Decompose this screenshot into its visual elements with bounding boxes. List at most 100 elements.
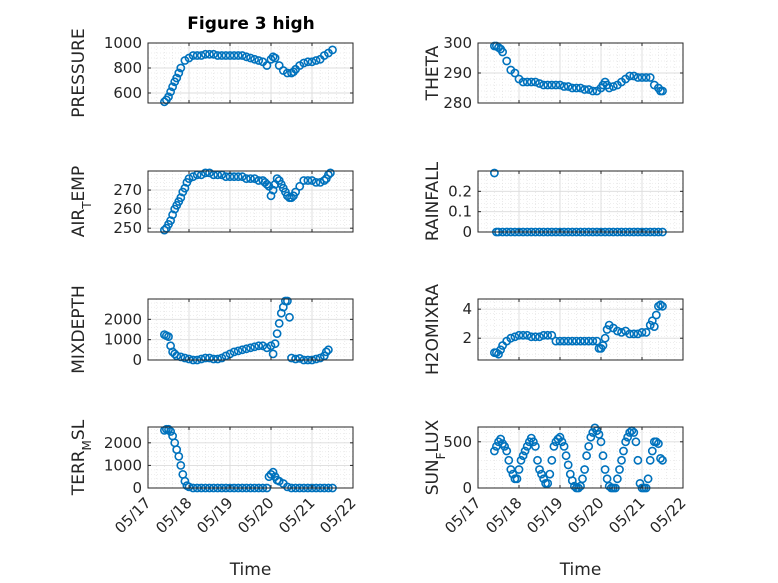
data-point: [545, 469, 555, 479]
y-tick-label: 1000: [104, 34, 142, 52]
data-point: [315, 177, 325, 187]
data-point: [217, 51, 227, 60]
data-point: [237, 172, 247, 182]
data-point: [274, 318, 284, 328]
data-point: [213, 354, 223, 364]
data-point: [555, 336, 565, 346]
data-point: [196, 354, 206, 364]
panel-h2omixra: 2 4 H2OMIXRA: [423, 284, 684, 375]
data-point: [229, 172, 239, 182]
data-point: [580, 85, 589, 94]
data-point: [649, 322, 659, 331]
x-tick-label: 05/19: [193, 494, 236, 537]
data-point: [608, 82, 618, 91]
data-point: [295, 181, 305, 191]
data-point: [221, 51, 231, 60]
data-point: [641, 73, 651, 82]
data-point: [643, 474, 653, 484]
y-tick-label: 2000: [104, 434, 142, 452]
y-tick-label: 0.2: [448, 182, 472, 200]
data-point: [174, 451, 184, 461]
data-point: [180, 353, 190, 363]
y-tick-label: 0: [462, 223, 472, 241]
data-point: [623, 432, 632, 442]
data-point: [205, 49, 214, 59]
data-point: [580, 336, 589, 346]
data-point: [563, 82, 573, 91]
data-point: [221, 172, 231, 182]
data-point: [311, 177, 321, 187]
x-tick-label: 05/21: [605, 494, 648, 537]
data-point: [656, 453, 665, 463]
data-point: [233, 51, 243, 60]
data-point: [572, 336, 581, 346]
data-point: [563, 336, 573, 346]
data-point: [625, 428, 635, 437]
data-point: [510, 68, 520, 78]
data-point: [651, 437, 661, 447]
data-point: [641, 327, 651, 337]
axes-frame: [147, 42, 354, 104]
data-point: [631, 437, 641, 447]
y-tick-label: 600: [113, 84, 142, 102]
data-point: [328, 45, 337, 55]
data-point: [586, 432, 596, 442]
data-point: [205, 353, 214, 363]
data-point: [174, 68, 184, 78]
data-point: [576, 83, 585, 93]
y-tick-label: 2: [462, 329, 472, 347]
data-point: [518, 330, 528, 340]
data-point: [514, 465, 524, 474]
data-point: [512, 474, 522, 484]
data-point: [543, 478, 553, 488]
data-point: [584, 85, 594, 94]
data-point: [287, 353, 296, 363]
x-tick-label: 05/20: [564, 494, 607, 537]
axes-frame: [147, 426, 354, 489]
data-point: [268, 349, 278, 359]
data-point: [629, 71, 639, 81]
data-point: [588, 336, 598, 346]
data-point: [580, 465, 589, 474]
data-point: [323, 345, 333, 355]
y-tick-label: 0: [132, 351, 142, 369]
data-point: [559, 82, 569, 91]
data-point: [567, 476, 577, 485]
data-point: [299, 176, 309, 185]
data-point: [637, 73, 647, 82]
data-point: [282, 482, 292, 492]
data-point: [282, 191, 292, 201]
x-tick-label: 05/18: [482, 494, 525, 537]
data-point: [311, 56, 321, 65]
data-point: [547, 455, 557, 465]
data-point: [539, 80, 548, 90]
y-axis-label: SUNFLUX: [423, 419, 448, 495]
data-point: [561, 451, 571, 461]
data-point: [500, 441, 509, 451]
x-tick-label: 05/17: [441, 494, 484, 537]
data-point: [241, 344, 251, 354]
data-point: [522, 77, 532, 87]
data-point: [625, 329, 635, 339]
data-point: [237, 345, 247, 355]
data-point: [307, 176, 317, 185]
data-point: [246, 53, 255, 63]
data-point: [570, 481, 579, 491]
data-point: [213, 51, 223, 60]
data-point: [518, 77, 528, 87]
data-point: [303, 57, 313, 67]
data-point: [289, 67, 298, 77]
y-axis-label: PRESSURE: [69, 28, 89, 117]
data-point: [613, 326, 622, 336]
data-point: [596, 437, 606, 447]
data-point: [617, 455, 626, 465]
y-tick-label: 1000: [104, 456, 142, 474]
data-point: [489, 446, 499, 456]
data-point: [539, 330, 548, 340]
data-point: [559, 441, 569, 451]
data-point: [159, 225, 169, 235]
data-point: [658, 301, 667, 311]
data-point: [184, 174, 194, 183]
data-point: [489, 168, 499, 178]
data-point: [551, 336, 561, 346]
